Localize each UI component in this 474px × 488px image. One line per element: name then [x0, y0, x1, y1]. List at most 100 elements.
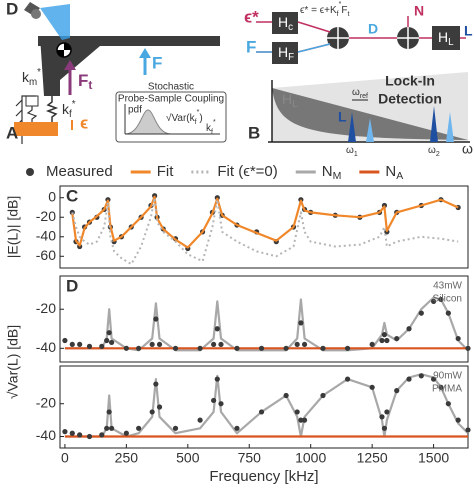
label-part: *: [72, 99, 76, 110]
label-part: ω: [346, 145, 354, 156]
data-point: [344, 345, 351, 351]
data-point: [283, 345, 289, 351]
panel-b-letter: B: [248, 123, 260, 142]
data-point: [258, 409, 265, 415]
label-part: H: [278, 14, 288, 30]
label-part: ϵ* = ϵ+K: [300, 5, 337, 16]
eps-star-label: ϵ*: [244, 7, 259, 26]
data-point: [211, 341, 217, 348]
data-point: [381, 425, 388, 431]
data-point: [406, 326, 412, 332]
data-point: [149, 341, 155, 348]
probe-label: D: [6, 0, 18, 18]
annotation: 90mW: [433, 371, 462, 382]
pdf-label: pdf: [128, 105, 142, 116]
panel-a-letter: A: [6, 123, 18, 142]
data-point: [258, 345, 265, 351]
data-point: [172, 425, 179, 431]
d-label: D: [368, 21, 378, 37]
annotation: Silicon: [433, 294, 462, 305]
data-point: [69, 430, 75, 436]
data-point: [211, 397, 217, 404]
legend-label: Fit: [157, 163, 174, 180]
label-part: H: [278, 44, 288, 60]
annotation: PMMA: [432, 384, 462, 395]
panel-letter: C: [66, 186, 78, 205]
data-point: [153, 316, 159, 322]
data-point: [153, 381, 159, 387]
label-part: H: [282, 91, 292, 107]
label-part: ω: [352, 87, 360, 98]
y-tick-label: -40: [36, 339, 56, 355]
data-point: [156, 404, 163, 410]
data-point: [172, 345, 179, 351]
legend-name: Measured: [46, 163, 113, 180]
data-point: [104, 337, 110, 344]
f-label: F: [152, 53, 162, 72]
data-point: [109, 339, 115, 346]
b-f-label: F: [246, 37, 256, 56]
y-tick-label: -20: [36, 300, 56, 316]
label-part: f: [337, 11, 339, 18]
kf-axis-label: kf*: [206, 119, 216, 136]
x-tick-label: 1250: [357, 450, 388, 466]
data-point: [234, 345, 240, 351]
label-part: *: [37, 67, 41, 78]
y-tick-label: -20: [36, 208, 56, 224]
label-part: √Var(k: [166, 112, 196, 124]
data-point: [379, 337, 385, 344]
label-part: ω: [428, 145, 436, 156]
data-point: [106, 330, 112, 336]
x-tick-label: 500: [176, 450, 200, 466]
ft-label: Ft: [78, 71, 92, 92]
legend-swatch: [26, 168, 34, 176]
data-point: [320, 345, 326, 351]
data-point: [379, 414, 385, 420]
legend-name: Fit (ϵ*=0): [217, 163, 277, 180]
data-point: [455, 335, 461, 342]
data-point: [123, 430, 129, 436]
label-part: *: [213, 119, 216, 126]
label-part: c: [288, 22, 293, 33]
label-part: ref: [360, 93, 368, 100]
y-tick-label: 0: [48, 188, 56, 204]
label-part: L: [448, 37, 454, 48]
annotation: 43mW: [433, 281, 462, 292]
hl-curve-label: HL: [282, 91, 298, 110]
x-tick-label: 750: [238, 450, 262, 466]
label-part: F: [341, 5, 347, 16]
data-point: [99, 432, 105, 438]
w2-label: ω2: [428, 145, 440, 158]
data-point: [149, 409, 155, 415]
legend-label: Measured: [46, 163, 113, 180]
data-point: [214, 326, 220, 332]
data-point: [109, 425, 115, 431]
y-tick-label: -40: [36, 227, 56, 243]
data-point: [384, 409, 390, 415]
l-label: L: [464, 23, 473, 39]
data-point: [455, 417, 461, 423]
data-point: [294, 409, 300, 415]
label-part: k: [62, 101, 70, 117]
data-point: [136, 345, 142, 351]
label-part: k: [22, 69, 30, 85]
data-point: [418, 373, 424, 379]
data-point: [77, 432, 83, 438]
lockin-label: Lock-In: [385, 73, 435, 89]
panel-b-drawing: [256, 12, 470, 143]
legend-label: NA: [385, 163, 403, 182]
data-point: [344, 376, 351, 382]
detection-label: Detection: [378, 91, 442, 107]
var-label: √Var(kf*): [166, 109, 203, 126]
data-point: [298, 320, 304, 326]
label-part: F: [288, 52, 294, 63]
label-part: ): [199, 113, 202, 124]
label-part: *: [197, 109, 200, 116]
x-tick-label: 0: [61, 450, 69, 466]
formula: ϵ* = ϵ+Kf*Ft: [300, 1, 349, 18]
w1-label: ω1: [346, 145, 358, 158]
data-point: [197, 417, 203, 423]
hc-box-label: Hc: [278, 14, 293, 33]
data-point: [465, 345, 471, 351]
